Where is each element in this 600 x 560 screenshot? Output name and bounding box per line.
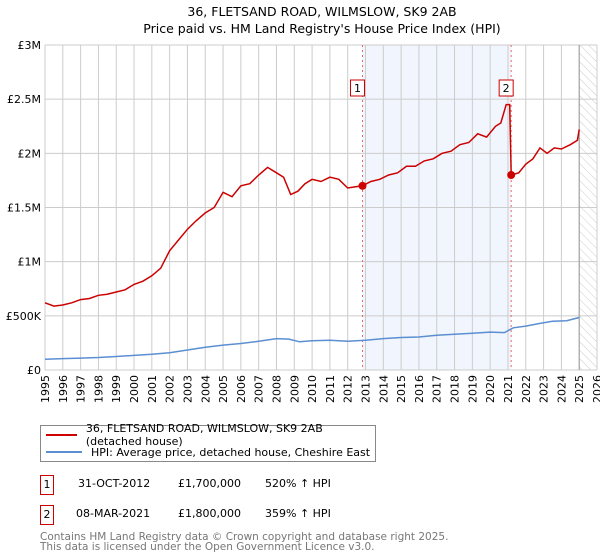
x-tick-label: 2018 — [449, 375, 462, 403]
x-tick-label: 2016 — [413, 375, 426, 403]
x-tick-label: 2024 — [555, 375, 568, 403]
x-tick-label: 2008 — [270, 375, 283, 403]
x-tick-label: 2026 — [591, 375, 600, 403]
x-tick-label: 2017 — [431, 375, 444, 403]
footer-licence: This data is licensed under the Open Gov… — [40, 541, 375, 553]
legend-item-property: 36, FLETSAND ROAD, WILMSLOW, SK9 2AB (de… — [41, 422, 375, 448]
x-tick-label: 2002 — [164, 375, 177, 403]
hpi-line — [44, 316, 580, 360]
x-tick-label: 2004 — [199, 375, 212, 403]
y-tick-label: £1.5M — [7, 202, 41, 215]
x-tick-label: 2003 — [181, 375, 194, 403]
legend-label: HPI: Average price, detached house, Ches… — [91, 445, 371, 459]
x-tick-label: 2012 — [342, 375, 355, 403]
transaction-date: 31-OCT-2012 — [78, 477, 151, 490]
transaction-date: 08-MAR-2021 — [76, 507, 151, 520]
x-tick-label: 1999 — [110, 375, 123, 403]
x-tick-label: 2001 — [146, 375, 159, 403]
sale-label: 2 — [503, 82, 510, 95]
transaction-number: 1 — [40, 475, 54, 495]
x-tick-label: 2005 — [217, 375, 230, 403]
x-tick-label: 2010 — [306, 375, 319, 403]
legend-swatch-blue — [46, 451, 82, 453]
x-tick-label: 2014 — [377, 375, 390, 403]
y-tick-label: £1M — [18, 256, 42, 269]
x-tick-label: 2013 — [360, 375, 373, 403]
chart-title: 36, FLETSAND ROAD, WILMSLOW, SK9 2AB — [187, 4, 456, 19]
sale-label: 1 — [354, 82, 361, 95]
x-tick-label: 2025 — [573, 375, 586, 403]
x-tick-label: 2023 — [538, 375, 551, 403]
transaction-price: £1,700,000 — [178, 477, 241, 490]
x-tick-label: 2009 — [288, 375, 301, 403]
transaction-hpi: 520% ↑ HPI — [265, 477, 331, 490]
y-tick-label: £0 — [27, 364, 41, 377]
sale-label-box — [349, 79, 365, 97]
sale-marker — [507, 171, 516, 179]
x-tick-label: 2020 — [484, 375, 497, 403]
x-tick-label: 1998 — [92, 375, 105, 403]
y-tick-label: £3M — [18, 39, 42, 52]
legend-label: 36, FLETSAND ROAD, WILMSLOW, SK9 2AB (de… — [85, 422, 323, 448]
x-tick-label: 2000 — [128, 375, 141, 403]
transaction-price: £1,800,000 — [178, 507, 241, 520]
x-tick-label: 1995 — [39, 375, 52, 403]
y-tick-label: £500K — [6, 310, 42, 323]
x-tick-label: 1996 — [57, 375, 70, 403]
legend-item-hpi: HPI: Average price, detached house, Ches… — [41, 444, 370, 460]
y-tick-label: £2.5M — [7, 93, 41, 106]
x-tick-label: 2011 — [324, 375, 337, 403]
chart-legend: 36, FLETSAND ROAD, WILMSLOW, SK9 2AB (de… — [40, 422, 376, 462]
x-tick-label: 1997 — [75, 375, 88, 403]
x-tick-label: 2022 — [520, 375, 533, 403]
footer-copyright: Contains HM Land Registry data © Crown c… — [40, 531, 449, 543]
sale-marker — [358, 181, 367, 190]
transaction-number: 2 — [40, 505, 54, 525]
sale-label-box — [498, 79, 514, 97]
property-price-line — [44, 103, 580, 307]
x-tick-label: 2015 — [395, 375, 408, 403]
chart-subtitle: Price paid vs. HM Land Registry's House … — [143, 21, 500, 36]
x-tick-label: 2006 — [235, 375, 248, 403]
transaction-hpi: 359% ↑ HPI — [265, 507, 331, 520]
x-tick-label: 2007 — [253, 375, 266, 403]
legend-swatch-red — [46, 434, 77, 436]
x-tick-label: 2021 — [502, 375, 515, 403]
x-tick-label: 2019 — [466, 375, 479, 403]
price-chart: 36, FLETSAND ROAD, WILMSLOW, SK9 2AB Pri… — [6, 4, 600, 403]
y-tick-label: £2M — [18, 147, 42, 160]
